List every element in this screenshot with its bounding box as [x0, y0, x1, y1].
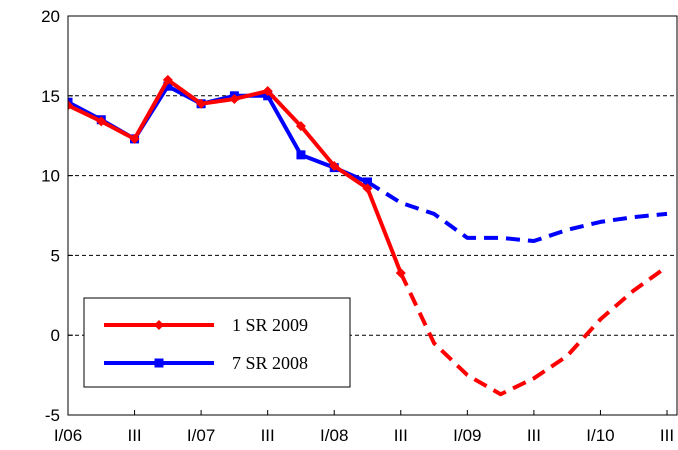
marker — [296, 150, 306, 160]
x-tick-label: I/10 — [586, 426, 614, 445]
x-tick-label: I/09 — [453, 426, 481, 445]
legend-label: 7 SR 2008 — [232, 353, 308, 373]
line-forecast — [398, 264, 669, 397]
marker — [163, 81, 173, 91]
marker — [154, 358, 164, 368]
x-tick-label: I/08 — [320, 426, 348, 445]
x-tick-label: III — [394, 426, 408, 445]
line — [68, 77, 403, 274]
x-tick-label: III — [527, 426, 541, 445]
y-tick-label: 15 — [41, 87, 60, 106]
marker — [229, 93, 240, 104]
marker — [363, 177, 373, 187]
marker — [154, 320, 164, 330]
plot — [68, 74, 669, 397]
marker — [196, 98, 207, 109]
marker — [395, 267, 406, 278]
line-forecast — [366, 180, 668, 244]
y-tick-label: 20 — [41, 7, 60, 26]
x-tick-label: I/06 — [54, 426, 82, 445]
x-tick-label: III — [660, 426, 674, 445]
marker — [129, 133, 140, 144]
y-tick-label: -5 — [45, 406, 60, 425]
marker — [329, 161, 340, 172]
y-tick-label: 0 — [51, 326, 60, 345]
marker — [96, 116, 107, 127]
x-tick-label: III — [261, 426, 275, 445]
marker — [68, 100, 73, 111]
marker — [262, 86, 273, 97]
marker — [362, 183, 373, 194]
plot-frame — [67, 15, 678, 416]
x-tick-label: I/07 — [187, 426, 215, 445]
marker — [68, 97, 73, 107]
y-tick-label: 10 — [41, 167, 60, 186]
legend-label: 1 SR 2009 — [232, 315, 308, 335]
x-tick-label: III — [127, 426, 141, 445]
marker — [162, 74, 173, 85]
legend-box — [83, 297, 351, 388]
marker — [295, 121, 306, 132]
y-tick-label: 5 — [51, 246, 60, 265]
